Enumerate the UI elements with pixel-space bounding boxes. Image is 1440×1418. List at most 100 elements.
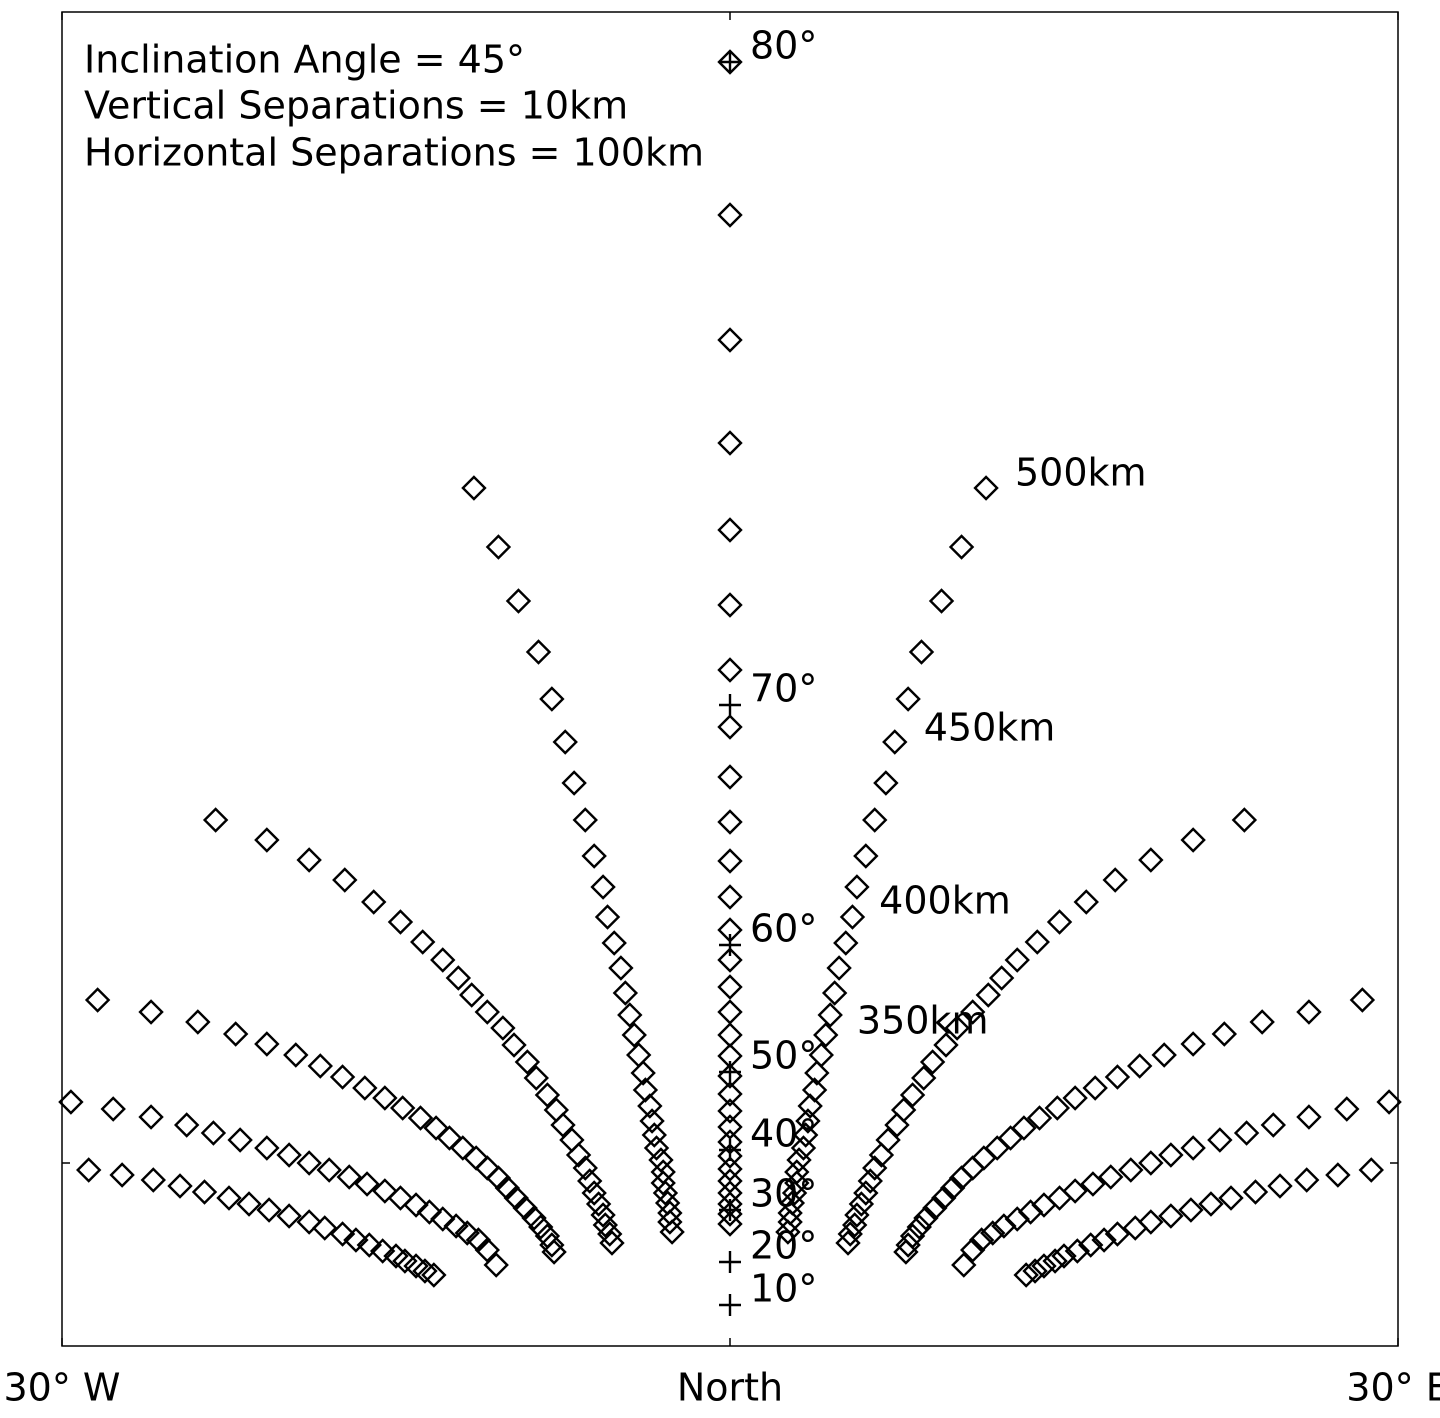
point xyxy=(717,809,743,835)
point xyxy=(594,904,621,930)
point xyxy=(559,1127,585,1153)
point xyxy=(1260,1112,1287,1138)
point xyxy=(884,1112,910,1138)
point xyxy=(501,1032,527,1058)
point xyxy=(550,1112,576,1138)
point xyxy=(572,1155,598,1181)
point xyxy=(960,1155,986,1181)
point xyxy=(637,1093,663,1119)
point xyxy=(572,807,598,833)
point xyxy=(1118,1157,1144,1183)
elevation-marker xyxy=(719,1139,741,1161)
point xyxy=(590,874,616,900)
point xyxy=(717,1143,743,1169)
point xyxy=(356,1232,382,1258)
point xyxy=(821,980,848,1006)
point xyxy=(784,1170,810,1196)
point xyxy=(1294,1167,1320,1193)
point xyxy=(786,1147,812,1173)
point xyxy=(984,1135,1010,1161)
point xyxy=(1325,1162,1351,1188)
point xyxy=(140,1167,166,1193)
point xyxy=(890,1097,917,1123)
height-label: 350km xyxy=(857,999,989,1043)
point xyxy=(1249,1009,1275,1035)
point xyxy=(717,999,743,1025)
point xyxy=(717,202,743,228)
point xyxy=(857,1168,883,1194)
point xyxy=(1013,1262,1039,1288)
point xyxy=(543,1097,570,1123)
point xyxy=(185,1009,211,1035)
elevation-marker xyxy=(719,51,741,73)
point xyxy=(717,1022,743,1048)
point xyxy=(971,1145,997,1171)
point xyxy=(641,1122,667,1148)
point xyxy=(1138,1150,1164,1176)
point xyxy=(1267,1173,1293,1199)
point xyxy=(1334,1096,1360,1122)
point xyxy=(361,889,387,915)
point xyxy=(781,1180,808,1206)
point xyxy=(430,1206,456,1232)
point xyxy=(717,974,743,1000)
point xyxy=(463,1145,489,1171)
point xyxy=(423,1115,449,1141)
point xyxy=(717,1114,743,1140)
point xyxy=(534,1082,561,1108)
point xyxy=(138,999,164,1025)
point xyxy=(403,1192,429,1218)
point xyxy=(474,999,500,1025)
point xyxy=(483,1252,509,1278)
x-tick-label: 30° W xyxy=(3,1366,120,1410)
point xyxy=(552,729,578,755)
point xyxy=(276,1203,302,1229)
elevation-label: 70° xyxy=(750,667,817,711)
point xyxy=(523,1065,549,1091)
note: Vertical Separations = 10km xyxy=(84,84,628,128)
point xyxy=(980,1220,1006,1246)
elevation-marker xyxy=(719,1294,741,1316)
point xyxy=(1017,1199,1044,1225)
point xyxy=(717,1098,743,1124)
point xyxy=(717,657,743,683)
point xyxy=(454,1220,480,1246)
point xyxy=(1122,1215,1148,1241)
point xyxy=(525,639,552,665)
point xyxy=(581,843,607,869)
point xyxy=(848,1191,875,1217)
point xyxy=(283,1042,309,1068)
point xyxy=(138,1104,164,1130)
point xyxy=(1064,1238,1091,1264)
point xyxy=(895,1232,921,1258)
point xyxy=(421,1262,447,1288)
point xyxy=(1158,1142,1184,1168)
point xyxy=(1138,1209,1164,1235)
point xyxy=(1211,1021,1238,1047)
point xyxy=(581,1180,607,1206)
point xyxy=(521,1205,547,1231)
point xyxy=(445,965,472,991)
point xyxy=(514,1049,541,1075)
point xyxy=(919,1049,946,1075)
point xyxy=(436,1125,463,1151)
height-label: 450km xyxy=(924,706,1056,750)
point xyxy=(167,1173,193,1199)
point xyxy=(222,1021,249,1047)
point xyxy=(585,1191,612,1217)
point xyxy=(1127,1053,1153,1079)
point xyxy=(1062,1178,1088,1204)
point xyxy=(717,1211,743,1237)
point xyxy=(717,517,743,543)
elevation-label: 60° xyxy=(750,907,817,951)
point xyxy=(430,947,456,973)
point xyxy=(826,955,852,981)
elevation-marker xyxy=(719,1251,741,1273)
point xyxy=(960,1237,986,1263)
point xyxy=(908,639,935,665)
point xyxy=(906,1214,932,1240)
point xyxy=(648,1147,674,1173)
point xyxy=(948,534,975,560)
point xyxy=(236,1191,262,1217)
point xyxy=(1218,1185,1244,1211)
